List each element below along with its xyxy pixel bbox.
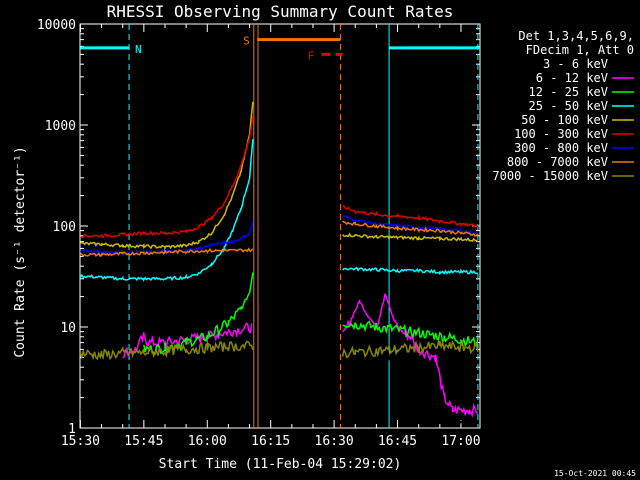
series-50-100-kev xyxy=(80,101,479,250)
flag-n-label: N xyxy=(135,43,142,56)
legend-header: Det 1,3,4,5,6,9, xyxy=(518,29,634,43)
series-300-800-kev xyxy=(79,215,479,257)
timestamp-footer: 15-Oct-2021 00:45 xyxy=(554,469,636,478)
legend-entry-label: 6 - 12 keV xyxy=(536,71,608,85)
legend-entry-label: 12 - 25 keV xyxy=(529,85,608,99)
series-800-7000-kev xyxy=(80,220,479,258)
axes: 1 10 100 1000 10000 15:30 15:45 16:00 16:15 16:30… xyxy=(37,18,481,449)
x-tick-label: 15:45 xyxy=(124,434,163,449)
y-tick-label: 1 xyxy=(68,422,76,437)
series-12-25-kev xyxy=(143,272,479,356)
x-tick-label: 16:30 xyxy=(315,434,354,449)
legend-entry-label: 800 - 7000 keV xyxy=(507,155,608,169)
y-tick-label: 10000 xyxy=(37,18,76,33)
series-7000-15000-kev xyxy=(79,339,479,361)
flag-f-label: F xyxy=(307,49,314,62)
legend-entry-label: 300 - 800 keV xyxy=(514,141,608,155)
x-tick-label: 17:00 xyxy=(441,434,480,449)
plot-frame xyxy=(79,23,481,429)
legend-header: FDecim 1, Att 0 xyxy=(526,43,634,57)
series-lines xyxy=(79,101,479,427)
series-100-300-kev xyxy=(80,115,479,238)
series-25-50-kev xyxy=(79,139,479,283)
x-tick-label: 16:45 xyxy=(378,434,417,449)
legend-entry-label: 25 - 50 keV xyxy=(529,99,608,113)
x-tick-label: 16:00 xyxy=(188,434,227,449)
x-tick-label: 16:15 xyxy=(251,434,290,449)
chart-title: RHESSI Observing Summary Count Rates xyxy=(107,2,454,21)
x-tick-label: 15:30 xyxy=(61,434,100,449)
series-6-12-kev xyxy=(122,293,478,418)
legend-entry-label: 50 - 100 keV xyxy=(521,113,608,127)
y-axis-label: Count Rate (s⁻¹ detector⁻¹) xyxy=(13,146,28,357)
legend-entry-label: 7000 - 15000 keV xyxy=(492,169,608,183)
flag-bars: N S F xyxy=(80,24,480,428)
series-3-6-kev xyxy=(80,334,479,427)
flag-s-label: S xyxy=(243,35,250,48)
legend-entry-label: 3 - 6 keV xyxy=(543,57,608,71)
y-tick-label: 10 xyxy=(60,321,76,336)
x-axis-label: Start Time (11-Feb-04 15:29:02) xyxy=(159,457,402,472)
legend: Det 1,3,4,5,6,9,FDecim 1, Att 03 - 6 keV… xyxy=(492,29,634,183)
legend-entry-label: 100 - 300 keV xyxy=(514,127,608,141)
y-tick-label: 1000 xyxy=(45,119,76,134)
y-tick-label: 100 xyxy=(53,220,76,235)
